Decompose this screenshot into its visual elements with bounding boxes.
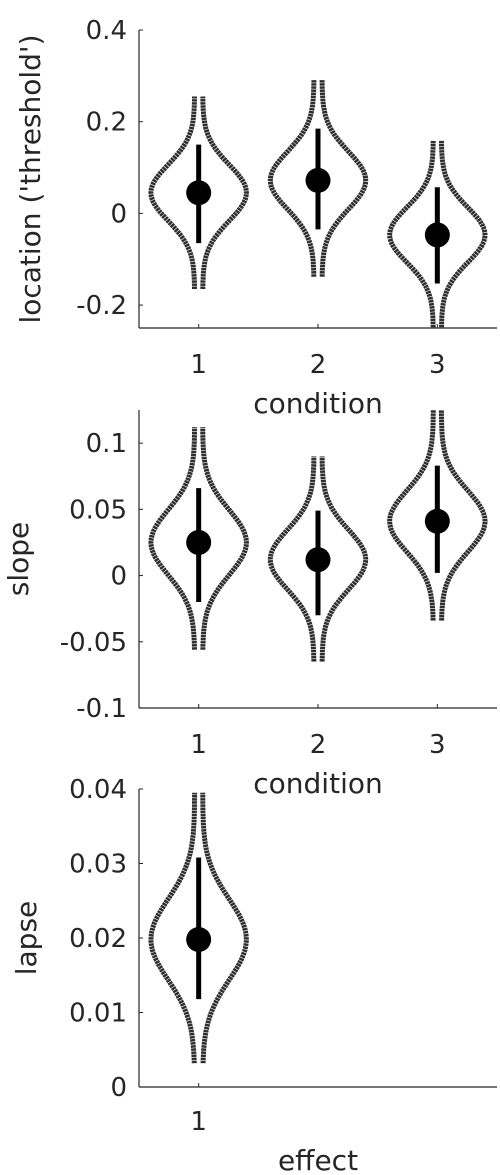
x-axis-label: effect <box>278 1144 358 1175</box>
violin-outline-right <box>319 456 369 662</box>
violin-outline-left <box>148 427 198 650</box>
x-tick-label: 2 <box>310 730 327 760</box>
y-tick-label: -0.05 <box>60 628 127 658</box>
y-tick-label: 0.1 <box>86 429 127 459</box>
x-axis-label: condition <box>253 767 382 800</box>
x-tick-label: 3 <box>429 350 446 380</box>
data-point <box>186 529 212 555</box>
y-tick-label: 0.01 <box>69 999 127 1029</box>
y-axis-label: location ('threshold') <box>14 34 47 323</box>
chart-panel-2: 0.1 0.05 0 -0.05 -0.1 1 2 3 condition slope <box>2 410 497 800</box>
violin-outline-right <box>319 79 369 277</box>
x-tick-label: 3 <box>429 730 446 760</box>
data-point <box>424 508 450 534</box>
y-tick-label: 0 <box>110 199 127 229</box>
y-axis-label: slope <box>2 522 35 597</box>
violin-outline-right <box>200 96 249 290</box>
violin-outline-right <box>438 410 488 621</box>
violin-outline-left <box>387 410 436 621</box>
y-tick-label: 0.02 <box>69 924 127 954</box>
x-tick-label: 1 <box>190 1107 207 1137</box>
violin-outline-left <box>267 79 317 277</box>
chart-panel-3: 0.04 0.03 0.02 0.01 0 1 effect lapse <box>10 775 497 1175</box>
y-tick-label: 0.2 <box>86 108 127 138</box>
plot-area <box>148 792 249 1064</box>
violin-outline-left <box>267 456 317 662</box>
x-tick-label: 2 <box>310 350 327 380</box>
y-axis-label: lapse <box>10 901 43 976</box>
data-point <box>305 547 331 573</box>
data-point <box>186 926 212 952</box>
y-tick-label: 0 <box>110 1073 127 1103</box>
data-point <box>305 167 331 193</box>
y-tick-label: 0.4 <box>86 16 127 46</box>
violin-outline-left <box>148 96 197 289</box>
violin-outline-right <box>200 427 249 650</box>
violin-outline-left <box>148 792 198 1064</box>
x-tick-label: 1 <box>190 730 207 760</box>
y-tick-label: -0.2 <box>76 291 127 321</box>
y-tick-label: -0.1 <box>76 694 127 724</box>
plot-area <box>148 79 488 328</box>
y-tick-label: 0.03 <box>69 850 127 880</box>
y-tick-label: 0 <box>110 562 127 592</box>
y-tick-label: 0.04 <box>69 775 127 805</box>
data-point <box>424 222 450 248</box>
x-tick-label: 1 <box>190 350 207 380</box>
violin-outline-right <box>438 140 488 328</box>
violin-outline-left <box>387 140 436 328</box>
x-axis-label: condition <box>253 387 382 420</box>
plot-area <box>148 410 488 662</box>
data-point <box>186 180 212 206</box>
chart-panel-1: 0.4 0.2 0 -0.2 1 2 3 condition location ('thresh… <box>14 16 497 420</box>
y-tick-label: 0.05 <box>69 495 127 525</box>
violin-outline-right <box>200 792 249 1064</box>
